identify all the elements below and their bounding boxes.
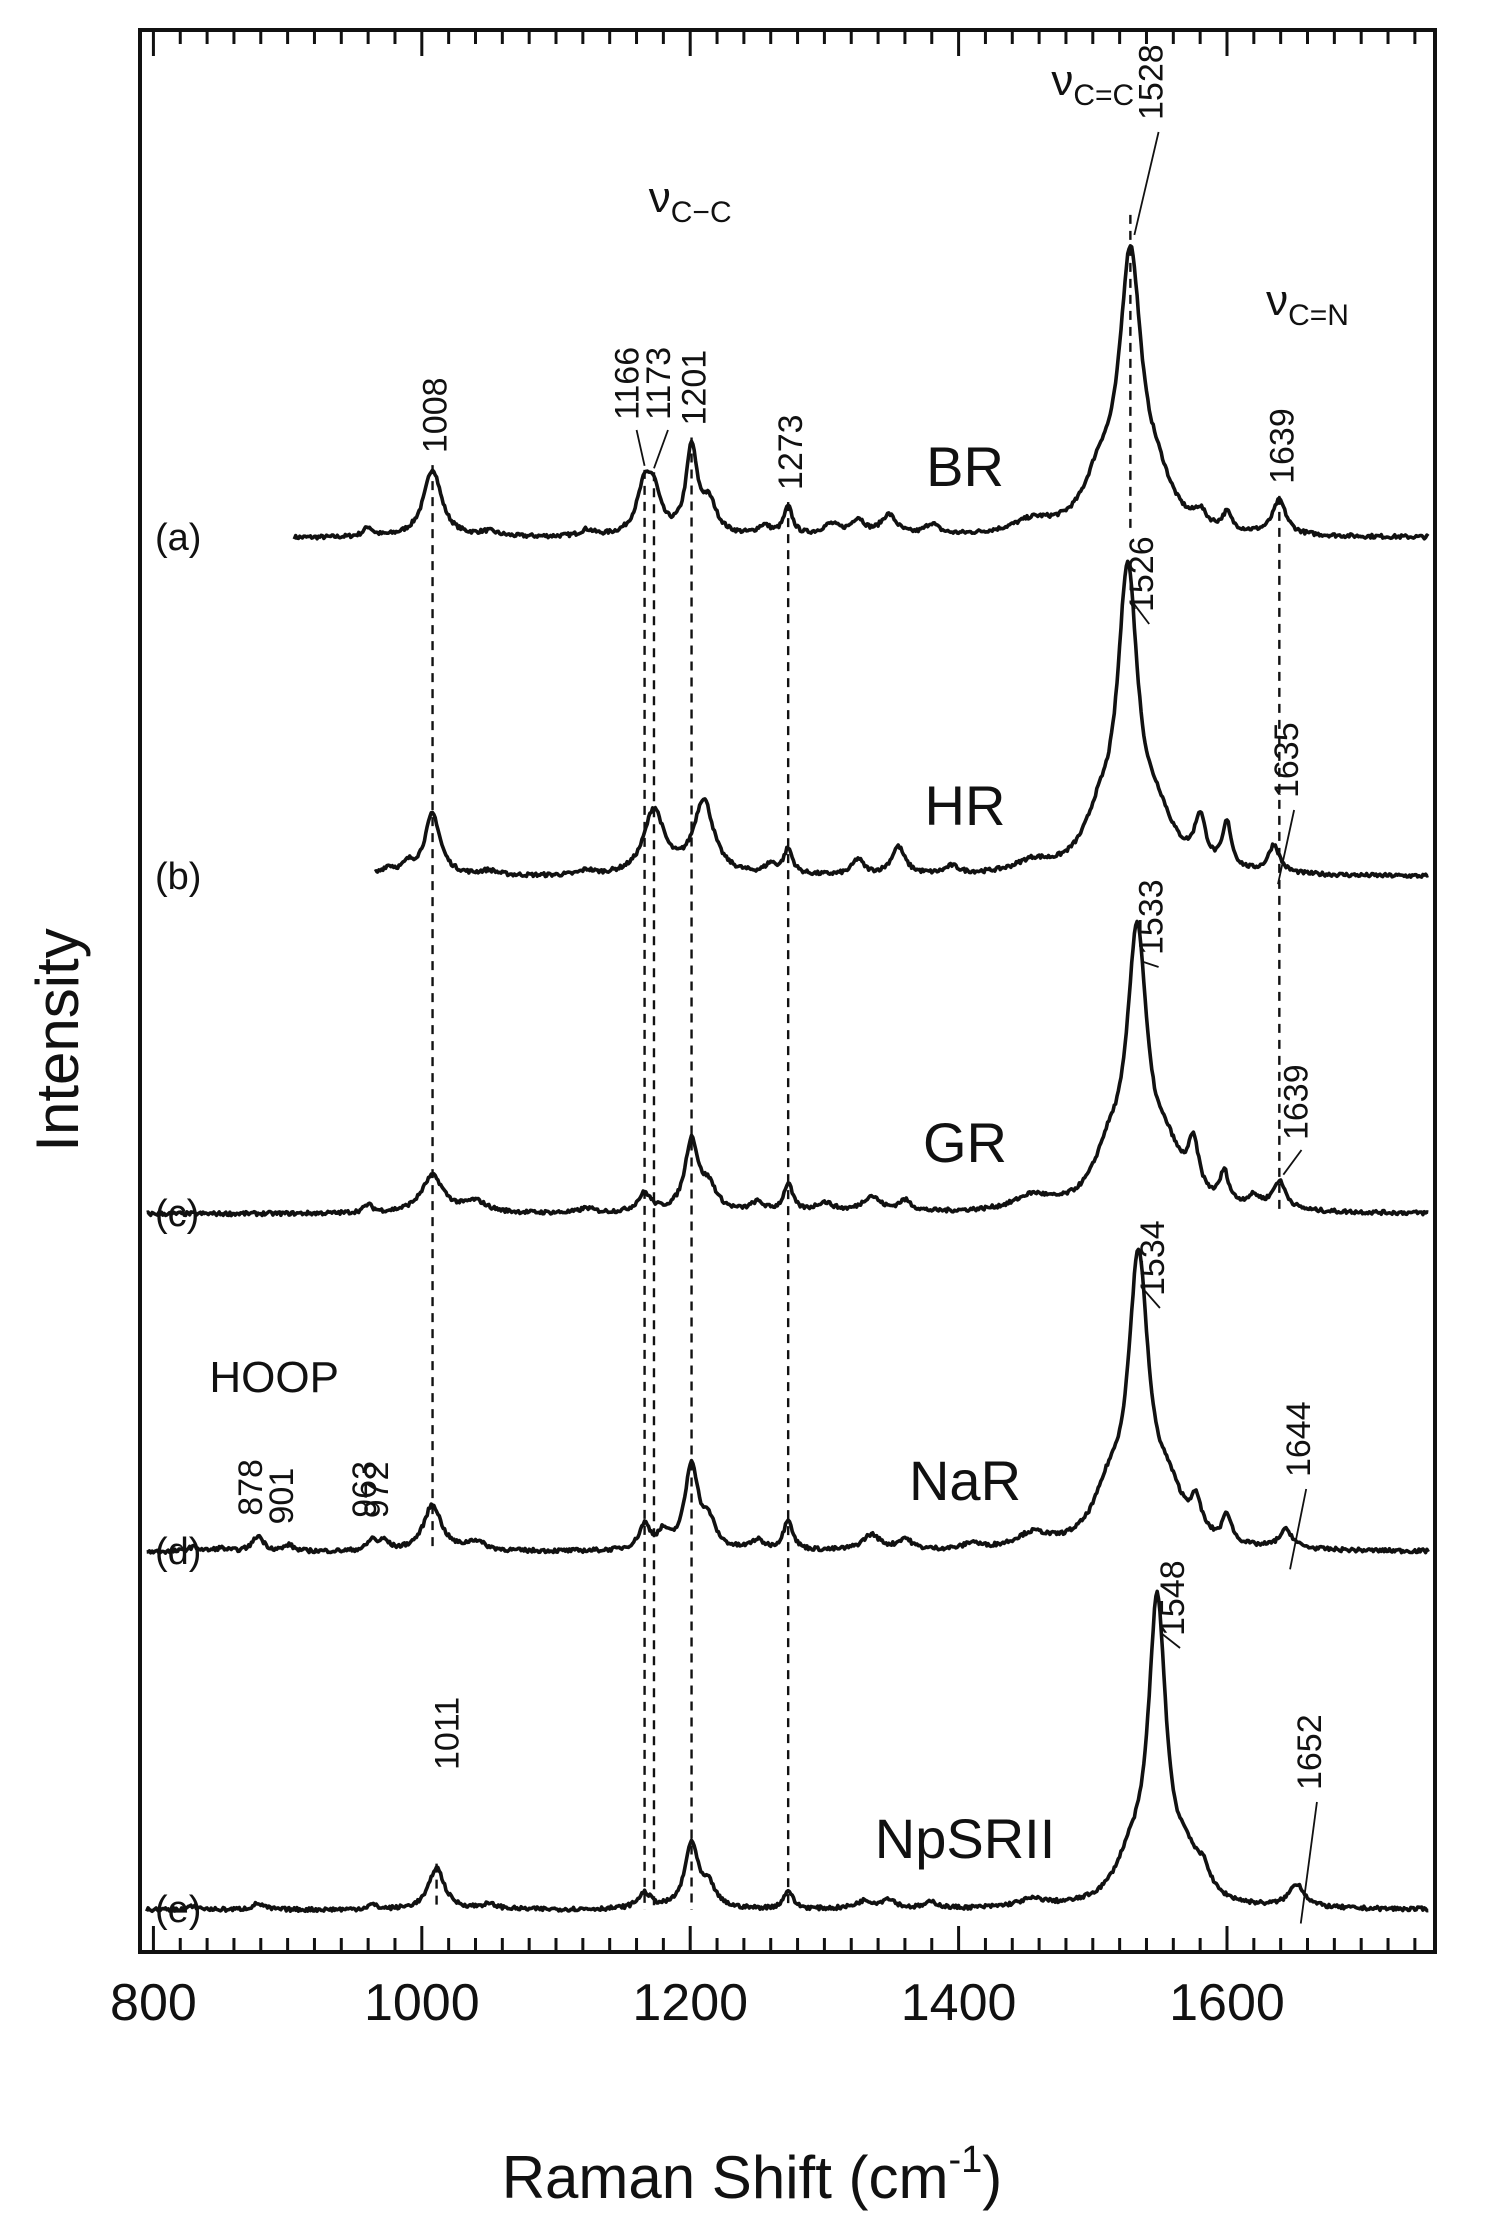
mode-annotation-cc: νC=C — [1051, 56, 1134, 112]
spectrum-hr — [373, 559, 1429, 879]
peak-label-1548: 1548 — [1154, 1560, 1192, 1636]
peak-label-1533: 1533 — [1133, 879, 1171, 955]
peak-label-1635: 1635 — [1268, 722, 1306, 798]
leader-line — [653, 429, 669, 469]
peak-label-1639: 1639 — [1278, 1064, 1316, 1140]
peak-label-878: 878 — [232, 1459, 270, 1516]
leader-line — [1289, 1488, 1308, 1570]
spectrum-nar — [146, 1247, 1430, 1555]
peak-label-1201: 1201 — [676, 350, 714, 426]
x-tick-label: 800 — [110, 1974, 197, 2032]
leader-line — [1130, 600, 1150, 625]
plot-border — [138, 28, 1437, 1954]
x-tick-label: 1600 — [1169, 1974, 1285, 2032]
x-tick-label: 1400 — [901, 1974, 1017, 2032]
mode-annotation-cc: νC−C — [649, 173, 732, 229]
spectra-traces: (a) BR (b) HR (c) GR (d) NaR (e) NpSRII — [145, 244, 1430, 1931]
peak-label-1652: 1652 — [1291, 1714, 1329, 1790]
leader-line — [1160, 1632, 1181, 1649]
leader-line — [1140, 960, 1159, 968]
spectrum-gr — [146, 919, 1429, 1218]
x-tick-label: 1200 — [632, 1974, 748, 2032]
peak-label-1528: 1528 — [1133, 44, 1171, 120]
spectrum-npsrii — [145, 1589, 1429, 1914]
panel-tag-nar: (d) — [155, 1531, 201, 1573]
peak-label-1273: 1273 — [772, 414, 810, 490]
spectrum-name-hr: HR — [925, 774, 1006, 837]
peak-label-1008: 1008 — [417, 377, 455, 453]
leader-line — [1282, 1149, 1303, 1176]
peak-label-1526: 1526 — [1123, 536, 1161, 612]
peak-label-963: 963 — [346, 1461, 384, 1518]
plot-frame: 800 1000 1200 1400 1600 — [110, 28, 1437, 2032]
x-tick-label: 1000 — [364, 1974, 480, 2032]
panel-tag-br: (a) — [155, 517, 201, 559]
peak-label-1639: 1639 — [1263, 408, 1301, 484]
leader-line — [1133, 131, 1160, 236]
spectrum-name-br: BR — [926, 435, 1004, 498]
panel-tag-hr: (b) — [155, 856, 201, 898]
leader-line — [635, 429, 646, 467]
spectrum-name-nar: NaR — [909, 1449, 1021, 1512]
x-axis-label-superscript: -1 — [949, 2139, 983, 2181]
peak-label-972: 972 — [358, 1462, 396, 1519]
mode-annotation-hoop: HOOP — [209, 1353, 339, 1402]
leader-line — [1277, 809, 1295, 885]
leader-line — [1299, 1801, 1318, 1924]
x-axis-label-close: ) — [982, 2144, 1002, 2211]
panel-tag-gr: (c) — [155, 1193, 199, 1235]
leader-line — [1141, 1287, 1161, 1309]
peak-label-1644: 1644 — [1280, 1401, 1318, 1477]
peak-label-1534: 1534 — [1134, 1220, 1172, 1296]
peak-label-1011: 1011 — [429, 1697, 467, 1770]
spectrum-br — [292, 244, 1430, 541]
spectrum-name-gr: GR — [923, 1111, 1007, 1174]
x-axis-label-main: Raman Shift (cm — [502, 2144, 949, 2211]
peak-label-1173: 1173 — [640, 347, 678, 420]
mode-annotation-cn: νC=N — [1266, 276, 1349, 332]
peak-label-1166: 1166 — [609, 347, 647, 420]
panel-tag-npsrii: (e) — [155, 1889, 201, 1931]
peak-label-901: 901 — [263, 1468, 301, 1525]
spectrum-name-npsrii: NpSRII — [875, 1807, 1056, 1870]
y-axis-label: Intensity — [24, 928, 91, 1151]
x-axis-label: Raman Shift (cm-1) — [502, 2139, 1003, 2211]
